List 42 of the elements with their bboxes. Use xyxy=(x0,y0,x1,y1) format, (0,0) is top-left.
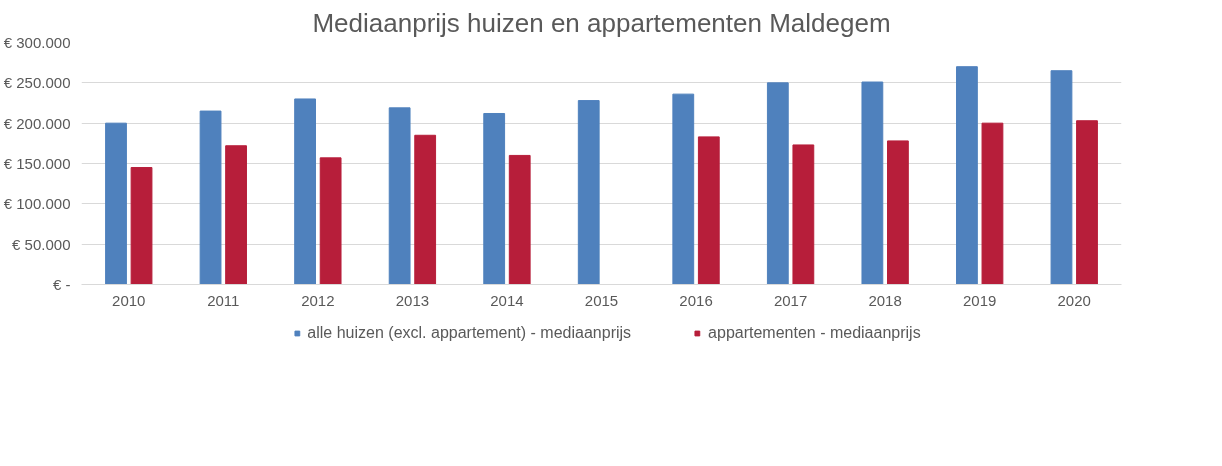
bar xyxy=(792,144,815,285)
x-tick-label: 2019 xyxy=(963,291,997,309)
x-tick-label: 2017 xyxy=(773,291,808,309)
bar xyxy=(130,167,153,285)
bar xyxy=(1076,120,1098,285)
y-tick-label: € 100.000 xyxy=(3,195,71,213)
bar xyxy=(388,107,411,285)
bar xyxy=(1050,70,1073,285)
x-tick-label: 2016 xyxy=(679,291,713,309)
bar xyxy=(577,100,600,285)
bar xyxy=(225,145,247,285)
bar xyxy=(319,157,342,285)
x-tick-label: 2018 xyxy=(868,291,902,309)
x-tick-label: 2012 xyxy=(301,291,335,309)
y-tick-label: € 150.000 xyxy=(3,155,71,172)
bar xyxy=(105,122,127,285)
bar xyxy=(766,82,789,285)
bar xyxy=(294,98,316,285)
bar xyxy=(887,140,909,285)
legend-label: appartementen - mediaanprijs xyxy=(708,324,921,342)
x-tick-label: 2013 xyxy=(395,291,430,309)
bar xyxy=(508,154,531,285)
x-tick-label: 2015 xyxy=(584,291,619,309)
y-tick-label: € 200.000 xyxy=(3,114,71,132)
y-tick-label: € - xyxy=(53,276,71,293)
y-tick-label: € 300.000 xyxy=(3,34,71,51)
bar xyxy=(199,110,222,285)
x-tick-label: 2014 xyxy=(490,291,524,309)
bar xyxy=(697,136,720,285)
bar xyxy=(861,81,884,285)
x-tick-label: 2010 xyxy=(112,291,146,309)
legend-label: alle huizen (excl. appartement) - mediaanprijs xyxy=(307,324,632,342)
y-tick-label: € 50.000 xyxy=(12,235,71,253)
bar xyxy=(483,112,506,285)
bar xyxy=(414,134,437,285)
bar xyxy=(981,122,1004,285)
x-tick-label: 2020 xyxy=(1057,291,1091,309)
bar xyxy=(672,93,695,285)
bar xyxy=(956,66,978,285)
y-tick-label: € 250.000 xyxy=(3,74,71,92)
x-tick-label: 2011 xyxy=(207,291,240,309)
chart-title: Mediaanprijs huizen en appartementen Maldegem xyxy=(312,7,891,38)
